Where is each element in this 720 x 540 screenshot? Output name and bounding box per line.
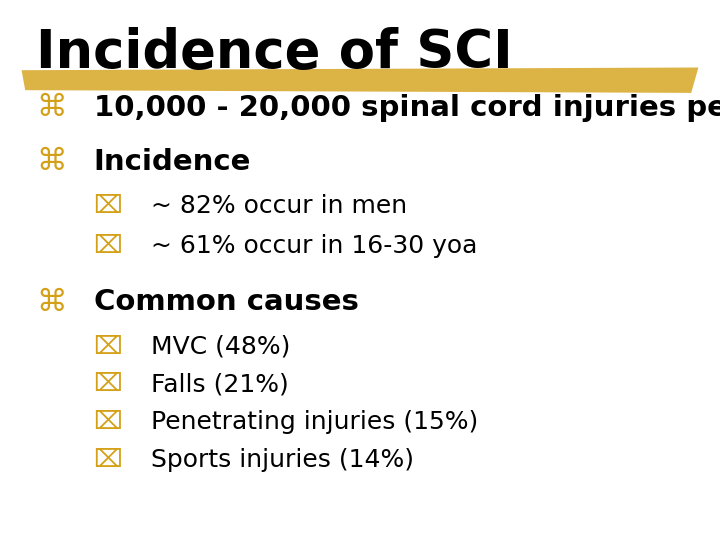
Text: ⌧: ⌧ [94,335,122,359]
Text: Incidence of SCI: Incidence of SCI [36,27,513,79]
Text: 10,000 - 20,000 spinal cord injuries per year: 10,000 - 20,000 spinal cord injuries per… [94,94,720,122]
Text: MVC (48%): MVC (48%) [151,335,291,359]
Text: ⌧: ⌧ [94,373,122,396]
Text: ⌧: ⌧ [94,194,122,218]
Text: ~ 82% occur in men: ~ 82% occur in men [151,194,408,218]
Text: ⌧: ⌧ [94,410,122,434]
Polygon shape [22,68,698,93]
Text: Penetrating injuries (15%): Penetrating injuries (15%) [151,410,479,434]
Text: Falls (21%): Falls (21%) [151,373,289,396]
Text: ⌧: ⌧ [94,448,122,472]
Text: ~ 61% occur in 16-30 yoa: ~ 61% occur in 16-30 yoa [151,234,477,258]
Text: Sports injuries (14%): Sports injuries (14%) [151,448,414,472]
Text: Common causes: Common causes [94,288,359,316]
Text: ⌧: ⌧ [94,234,122,258]
Text: ⌘: ⌘ [36,93,66,123]
Text: Incidence: Incidence [94,148,251,176]
Text: ⌘: ⌘ [36,288,66,317]
Text: ⌘: ⌘ [36,147,66,177]
